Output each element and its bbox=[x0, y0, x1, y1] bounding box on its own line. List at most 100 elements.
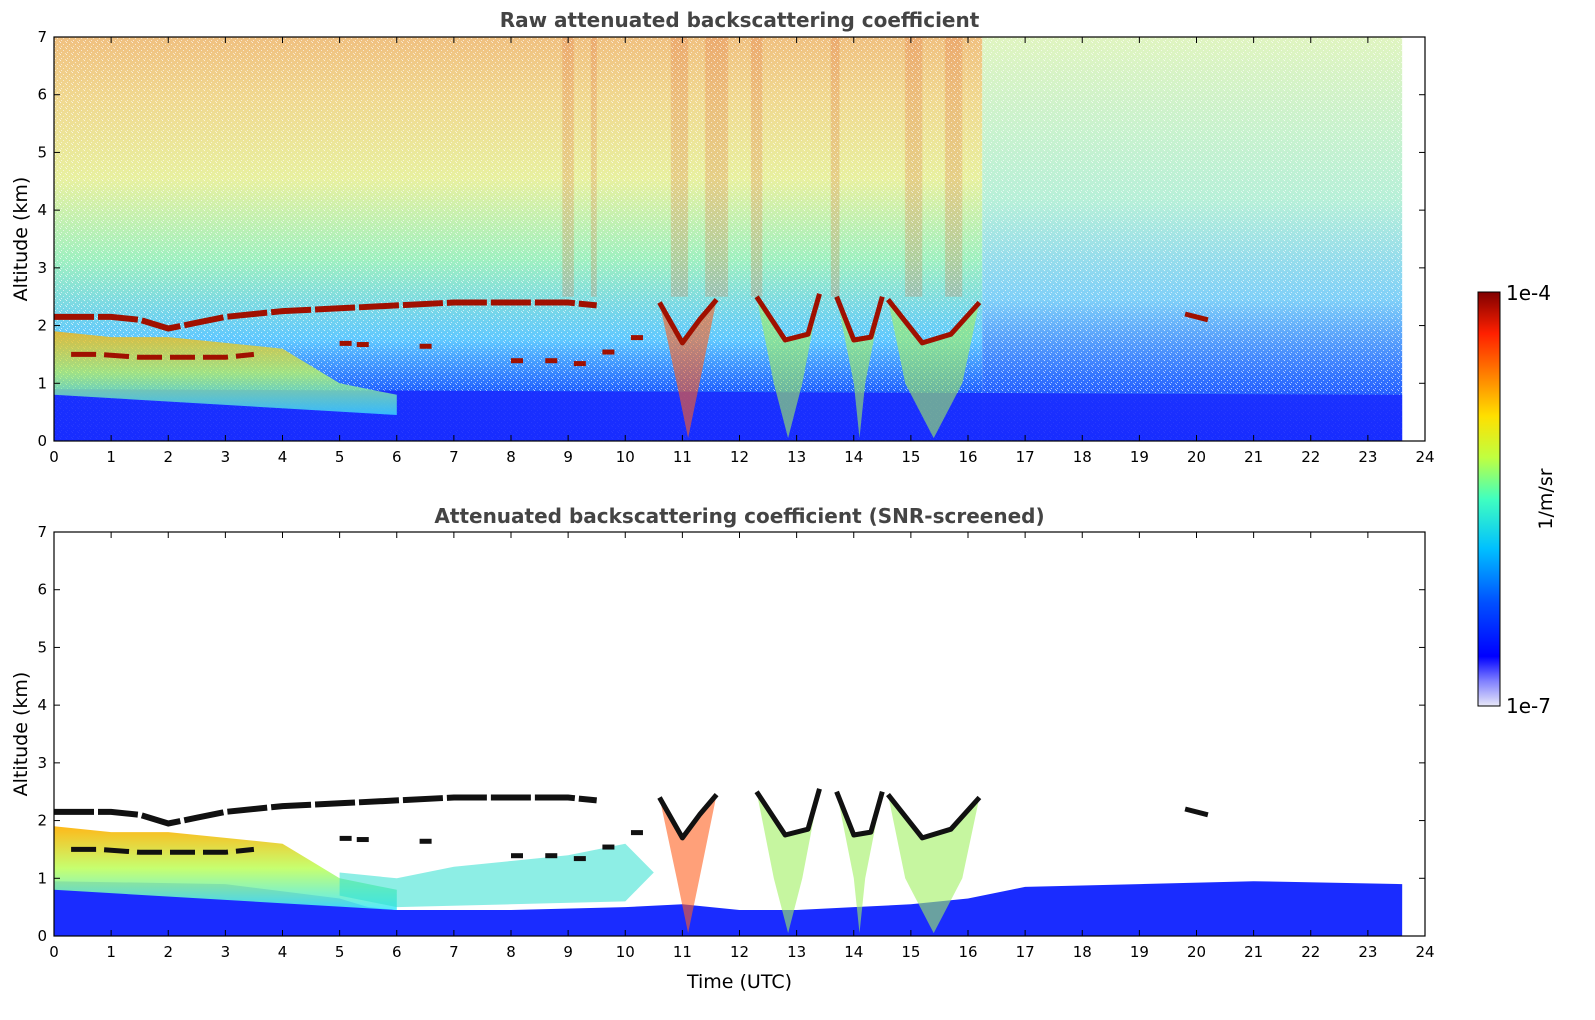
cloud-arc bbox=[754, 788, 822, 838]
cloud-fragment bbox=[630, 830, 643, 836]
aerosol-plume bbox=[54, 331, 397, 415]
cloud-layer bbox=[54, 299, 598, 332]
colorbar-max-label: 1e-4 bbox=[1506, 281, 1551, 305]
plot-area bbox=[54, 788, 1403, 936]
x-tick-label: 20 bbox=[1187, 943, 1206, 961]
x-tick-label: 19 bbox=[1130, 448, 1149, 466]
panel-snr-screened: Attenuated backscattering coefficient (S… bbox=[10, 504, 1435, 993]
x-tick-label: 2 bbox=[163, 943, 173, 961]
x-tick-label: 3 bbox=[221, 943, 231, 961]
y-axis-label: Altitude (km) bbox=[10, 672, 32, 797]
cloud-fragment bbox=[419, 838, 432, 844]
cloud-fragment bbox=[545, 358, 558, 364]
x-tick-label: 16 bbox=[958, 943, 977, 961]
x-tick-label: 5 bbox=[335, 448, 345, 466]
x-axis: 0 1 2 3 4 5 6 7 8 9 10 11 12 13 14 15 16 17 18 19 20 21 22 23 24 bbox=[49, 37, 1435, 466]
x-tick-label: 21 bbox=[1244, 943, 1263, 961]
cloud-arc bbox=[834, 295, 885, 343]
x-tick-label: 23 bbox=[1358, 943, 1377, 961]
x-tick-label: 19 bbox=[1130, 943, 1149, 961]
x-tick-label: 10 bbox=[616, 943, 635, 961]
cloud-fragment bbox=[419, 343, 432, 349]
y-tick-label: 5 bbox=[37, 143, 47, 161]
x-tick-label: 0 bbox=[49, 448, 59, 466]
x-tick-label: 7 bbox=[449, 448, 459, 466]
x-tick-label: 5 bbox=[335, 943, 345, 961]
x-tick-label: 13 bbox=[787, 448, 806, 466]
cloud-fragment bbox=[630, 335, 643, 341]
x-tick-label: 11 bbox=[673, 448, 692, 466]
y-tick-label: 4 bbox=[37, 201, 47, 219]
cloud-fragment bbox=[545, 853, 558, 859]
x-tick-label: 15 bbox=[901, 943, 920, 961]
x-tick-label: 15 bbox=[901, 448, 920, 466]
y-axis: 0 1 2 3 4 5 6 7 bbox=[37, 523, 1425, 945]
x-tick-label: 24 bbox=[1415, 943, 1434, 961]
y-tick-label: 1 bbox=[37, 374, 47, 392]
x-tick-label: 20 bbox=[1187, 448, 1206, 466]
cloud-fragment bbox=[511, 853, 523, 859]
x-tick-label: 17 bbox=[1016, 943, 1035, 961]
x-tick-label: 18 bbox=[1073, 943, 1092, 961]
panel-raw: Raw attenuated backscattering coefficien… bbox=[10, 8, 1435, 466]
cloud-arc bbox=[657, 792, 719, 841]
y-tick-label: 3 bbox=[37, 259, 47, 277]
x-tick-label: 22 bbox=[1301, 943, 1320, 961]
x-tick-label: 2 bbox=[163, 448, 173, 466]
y-tick-label: 4 bbox=[37, 696, 47, 714]
x-tick-label: 7 bbox=[449, 943, 459, 961]
y-tick-label: 2 bbox=[37, 812, 47, 830]
cloud-fragment bbox=[356, 837, 369, 843]
x-tick-label: 1 bbox=[106, 448, 116, 466]
cloud-arc bbox=[834, 790, 885, 838]
cloud-fragment bbox=[511, 358, 523, 364]
cloud-fragment bbox=[339, 835, 352, 841]
x-tick-label: 22 bbox=[1301, 448, 1320, 466]
x-tick-label: 4 bbox=[278, 448, 288, 466]
chart-title: Attenuated backscattering coefficient (S… bbox=[434, 504, 1044, 528]
x-tick-label: 10 bbox=[616, 448, 635, 466]
x-tick-label: 18 bbox=[1073, 448, 1092, 466]
convective-plume bbox=[756, 788, 820, 934]
y-tick-label: 7 bbox=[37, 28, 47, 46]
aerosol-plume bbox=[54, 826, 397, 910]
convective-plume bbox=[659, 794, 717, 934]
cloud-arc bbox=[886, 793, 982, 841]
colorbar-min-label: 1e-7 bbox=[1506, 694, 1551, 718]
cloud-fragment bbox=[573, 856, 586, 862]
x-tick-label: 6 bbox=[392, 943, 402, 961]
x-tick-label: 17 bbox=[1016, 448, 1035, 466]
x-tick-label: 8 bbox=[506, 943, 516, 961]
convective-plume bbox=[888, 299, 980, 439]
x-tick-label: 24 bbox=[1415, 448, 1434, 466]
y-tick-label: 2 bbox=[37, 317, 47, 335]
x-tick-label: 9 bbox=[563, 943, 573, 961]
cloud-fragment bbox=[573, 361, 586, 367]
convective-plume bbox=[756, 293, 820, 439]
x-tick-label: 4 bbox=[278, 943, 288, 961]
x-tick-label: 12 bbox=[730, 943, 749, 961]
x-axis: 0 1 2 3 4 5 6 7 8 9 10 11 12 13 14 15 16 17 18 19 20 21 22 23 24 bbox=[49, 532, 1435, 961]
x-tick-label: 6 bbox=[392, 448, 402, 466]
x-tick-label: 13 bbox=[787, 943, 806, 961]
x-tick-label: 11 bbox=[673, 943, 692, 961]
colorbar-bar bbox=[1477, 291, 1501, 707]
x-tick-label: 14 bbox=[844, 943, 863, 961]
colorbar: 1e-4 1e-7 1/m/sr bbox=[1477, 281, 1557, 718]
y-tick-label: 7 bbox=[37, 523, 47, 541]
x-tick-label: 23 bbox=[1358, 448, 1377, 466]
low-cloud-layer bbox=[71, 351, 255, 360]
cloud-fragment bbox=[602, 349, 615, 355]
x-tick-label: 1 bbox=[106, 943, 116, 961]
cloud-arc bbox=[754, 293, 822, 343]
convective-plume bbox=[659, 299, 717, 439]
x-tick-label: 0 bbox=[49, 943, 59, 961]
cloud-arc bbox=[657, 297, 719, 346]
x-tick-label: 9 bbox=[563, 448, 573, 466]
cloud-fragment bbox=[339, 340, 352, 346]
y-tick-label: 0 bbox=[37, 432, 47, 450]
x-axis-label: Time (UTC) bbox=[686, 971, 792, 993]
x-tick-label: 8 bbox=[506, 448, 516, 466]
aerosol-scatter bbox=[339, 843, 654, 908]
